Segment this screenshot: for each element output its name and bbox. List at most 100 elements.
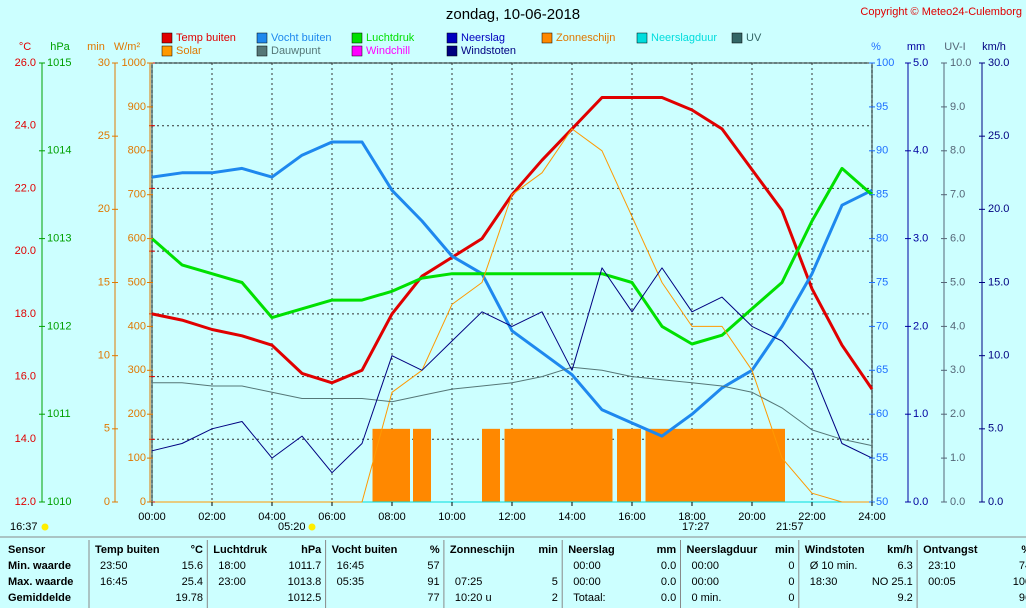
legend-swatch (446, 32, 458, 44)
table-cell: 1012.5 (288, 592, 322, 604)
y-tick-label: 100 (128, 452, 146, 464)
row-label: Min. waarde (8, 560, 71, 572)
table-cell: 00:05 (928, 576, 956, 588)
legend-swatch (731, 32, 743, 44)
axis-unit: % (871, 41, 881, 53)
y-tick-label: 500 (128, 276, 146, 288)
table-cell: 96 (1019, 592, 1026, 604)
y-tick-label: 1.0 (913, 408, 928, 420)
sunshine-bar (372, 428, 410, 502)
table-cell: 18:00 (218, 560, 246, 572)
y-tick-label: 10.0 (950, 57, 971, 69)
legend-label: Neerslagduur (651, 32, 717, 44)
x-tick-label: 08:00 (378, 511, 406, 523)
footer-time: 21:57 (776, 521, 804, 533)
y-tick-label: 4.0 (913, 145, 928, 157)
y-tick-label: 1013 (47, 233, 71, 245)
x-tick-label: 20:00 (738, 511, 766, 523)
y-tick-label: 0 (104, 496, 110, 508)
axis-unit: °C (19, 41, 31, 53)
legend-label: UV (746, 32, 762, 44)
sunshine-bar (645, 428, 785, 502)
table-header: Sensor (8, 544, 46, 556)
legend-swatch (256, 45, 268, 57)
x-tick-label: 04:00 (258, 511, 286, 523)
legend-swatch (161, 32, 173, 44)
footer-time: 16:37 (10, 521, 38, 533)
y-tick-label: 14.0 (15, 433, 36, 445)
table-cell: 16:45 (100, 576, 128, 588)
y-tick-label: 7.0 (950, 189, 965, 201)
y-tick-label: 26.0 (15, 57, 36, 69)
y-tick-label: 1.0 (950, 452, 965, 464)
axis-unit: min (87, 41, 105, 53)
series-line (151, 267, 873, 474)
sun-icon (308, 523, 316, 531)
y-tick-label: 60 (876, 408, 888, 420)
legend-swatch (256, 32, 268, 44)
table-cell: 23:50 (100, 560, 128, 572)
table-cell: 16:45 (337, 560, 365, 572)
axis-unit: km/h (982, 41, 1006, 53)
legend-label: Temp buiten (176, 32, 236, 44)
y-tick-label: 15 (98, 276, 110, 288)
y-tick-label: 900 (128, 101, 146, 113)
legend-label: Dauwpunt (271, 45, 321, 57)
table-cell: Totaal: (573, 592, 605, 604)
group-title: Neerslagduur (687, 544, 759, 556)
y-tick-label: 25.0 (988, 130, 1009, 142)
group-unit: % (1021, 544, 1026, 556)
table-cell: 23:00 (218, 576, 246, 588)
table-cell: 0.0 (661, 560, 676, 572)
y-tick-label: 0.0 (950, 496, 965, 508)
y-tick-label: 5 (104, 423, 110, 435)
table-cell: 18:30 (810, 576, 838, 588)
table-cell: 6.3 (898, 560, 913, 572)
group-unit: min (775, 544, 795, 556)
legend-swatch (541, 32, 553, 44)
y-tick-label: 100 (876, 57, 894, 69)
y-tick-label: 70 (876, 320, 888, 332)
table-cell: 91 (427, 576, 439, 588)
series-line (151, 166, 873, 346)
axis-unit: mm (907, 41, 925, 53)
table-cell: 00:00 (573, 560, 601, 572)
axis-unit: W/m² (114, 41, 141, 53)
y-tick-label: 1011 (47, 408, 71, 420)
footer-time: 17:27 (682, 521, 710, 533)
y-tick-label: 1000 (122, 57, 146, 69)
y-tick-label: 20.0 (988, 203, 1009, 215)
group-unit: min (538, 544, 558, 556)
x-tick-label: 14:00 (558, 511, 586, 523)
group-title: Windstoten (805, 544, 865, 556)
y-tick-label: 800 (128, 145, 146, 157)
table-cell: 1011.7 (288, 560, 321, 572)
x-tick-label: 24:00 (858, 511, 886, 523)
table-cell: 25.4 (182, 576, 203, 588)
chart-title: zondag, 10-06-2018 (446, 6, 580, 23)
series-line (152, 366, 873, 447)
legend-label: Luchtdruk (366, 32, 415, 44)
data (151, 96, 874, 503)
x-tick-label: 18:00 (678, 511, 706, 523)
y-tick-label: 30 (98, 57, 110, 69)
row-label: Gemiddelde (8, 592, 71, 604)
axis-unit: UV-I (944, 41, 965, 53)
group-unit: % (430, 544, 440, 556)
legend-swatch (351, 45, 363, 57)
table-cell: 74 (1019, 560, 1026, 572)
y-tick-label: 6.0 (950, 233, 965, 245)
y-tick-label: 400 (128, 320, 146, 332)
y-tick-label: 90 (876, 145, 888, 157)
sunshine-bar (413, 428, 431, 502)
table-cell: 00:00 (692, 560, 720, 572)
y-tick-label: 0.0 (988, 496, 1003, 508)
legend-label: Zonneschijn (556, 32, 615, 44)
y-tick-label: 65 (876, 364, 888, 376)
y-tick-label: 3.0 (950, 364, 965, 376)
y-tick-label: 0 (140, 496, 146, 508)
y-tick-label: 25 (98, 130, 110, 142)
legend-swatch (161, 45, 173, 57)
group-title: Luchtdruk (213, 544, 268, 556)
